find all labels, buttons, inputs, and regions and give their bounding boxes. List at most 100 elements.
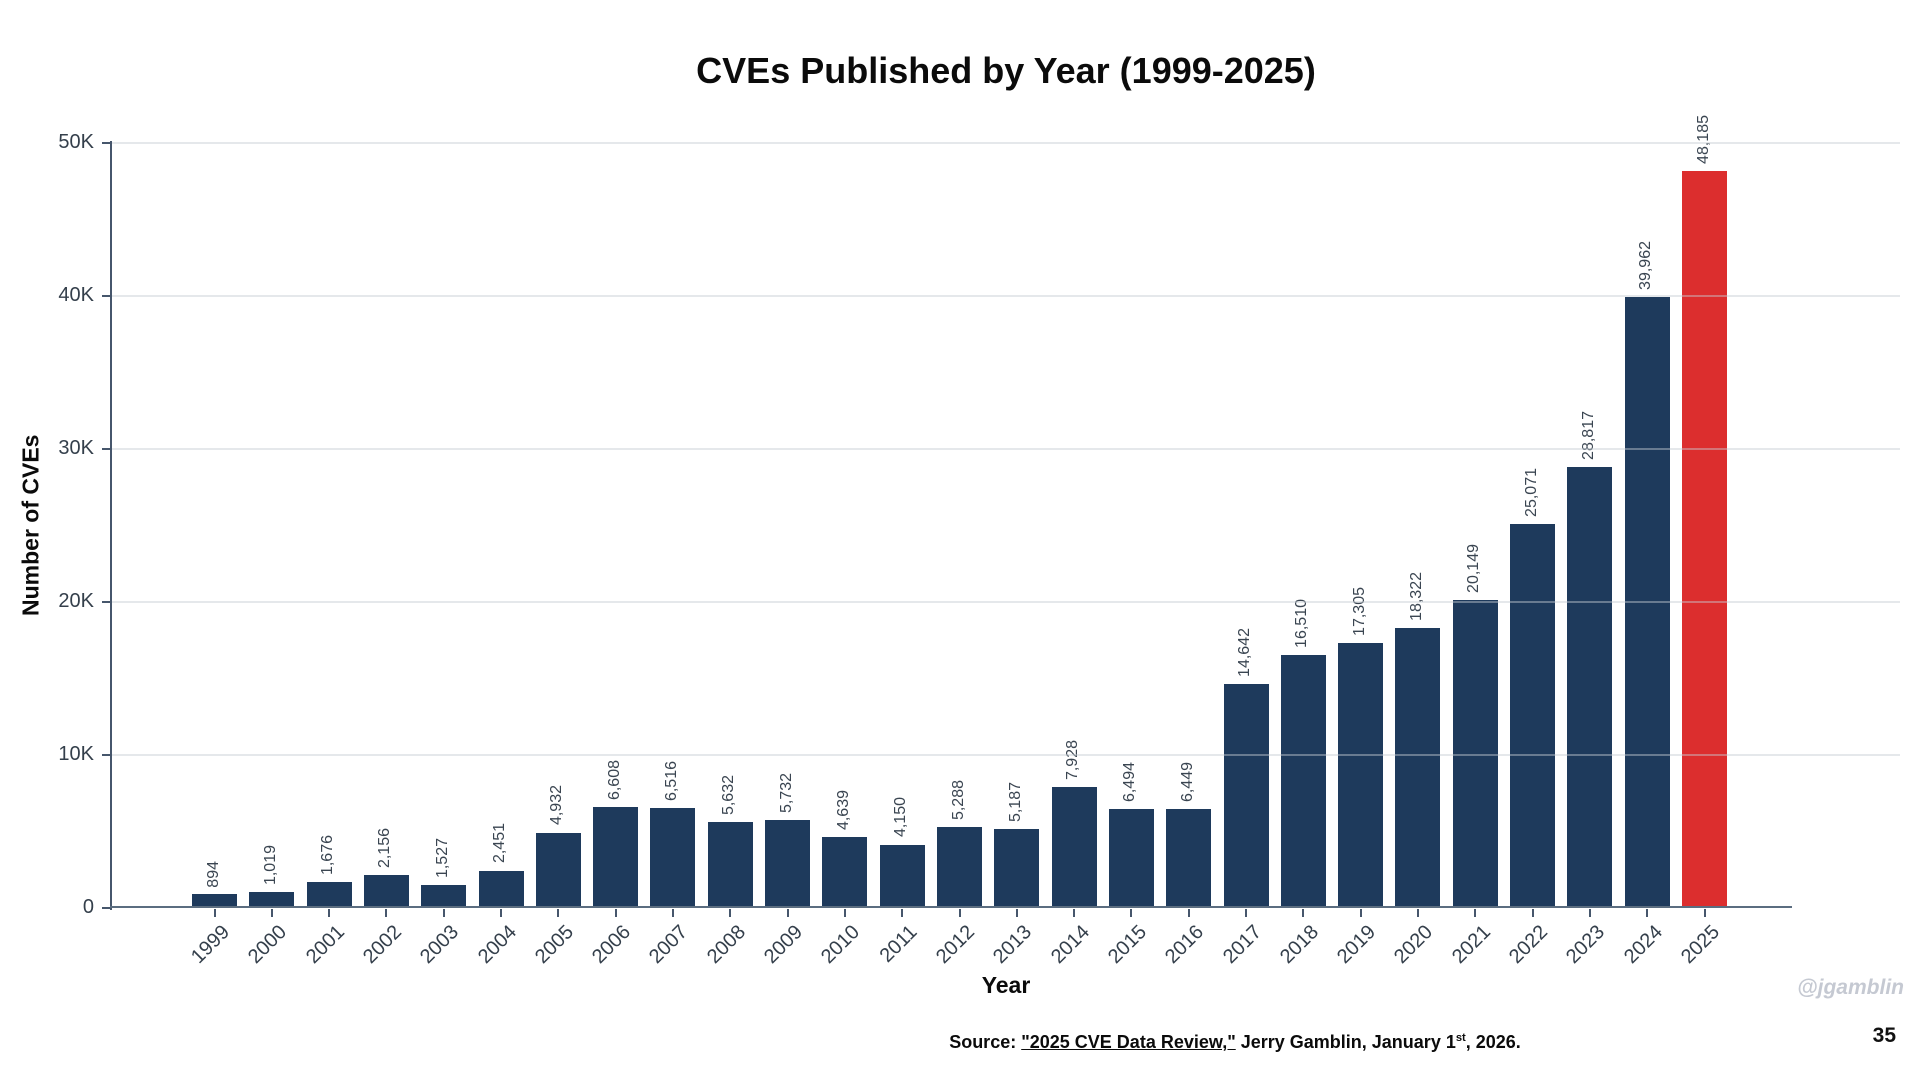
source-link[interactable]: "2025 CVE Data Review,": [1021, 1032, 1236, 1052]
bar-value-label: 4,932: [548, 785, 566, 826]
y-tick-label: 40K: [58, 284, 94, 306]
bar-2000: [249, 892, 295, 908]
bar-2014: [1051, 786, 1097, 908]
x-tick-label: 2013: [989, 921, 1037, 969]
bar-value-label: 5,632: [720, 774, 738, 815]
x-tick-label: 2005: [530, 921, 578, 969]
bar-value-label: 6,494: [1121, 761, 1139, 802]
bar-2002: [363, 875, 409, 908]
x-tick-label: 2006: [588, 921, 636, 969]
x-tick-label: 2014: [1046, 921, 1094, 969]
x-tick: [1073, 909, 1076, 917]
bar-2021: [1452, 599, 1498, 908]
bar-value-label: 48,185: [1694, 114, 1712, 164]
x-axis-title: Year: [981, 972, 1031, 998]
y-tick: [102, 907, 112, 909]
y-tick: [102, 601, 112, 603]
bar-2020: [1395, 627, 1441, 908]
y-tick: [102, 295, 112, 297]
bar-2010: [822, 837, 868, 908]
x-tick-label: 2016: [1161, 921, 1209, 969]
bar-value-label: 6,516: [662, 761, 680, 802]
gridline-10K: [112, 754, 1900, 756]
watermark-handle: @jgamblin: [1797, 976, 1904, 999]
x-tick: [1646, 909, 1649, 917]
bar-2004: [478, 870, 524, 908]
x-tick-label: 2000: [244, 921, 292, 969]
bar-value-label: 16,510: [1293, 599, 1311, 649]
bar-2006: [593, 806, 639, 908]
x-axis-line: [110, 906, 1792, 908]
bar-2022: [1510, 524, 1556, 908]
x-tick-label: 2018: [1275, 921, 1323, 969]
x-tick: [614, 909, 617, 917]
y-tick: [102, 754, 112, 756]
bar-2015: [1108, 808, 1154, 908]
x-tick-label: 2025: [1677, 921, 1725, 969]
x-tick: [270, 909, 273, 917]
x-tick-label: 2010: [817, 921, 865, 969]
x-tick: [1302, 909, 1305, 917]
y-tick-label: 0: [82, 896, 94, 918]
x-tick: [1015, 909, 1018, 917]
x-tick: [500, 909, 503, 917]
source-middle: Jerry Gamblin, January 1: [1235, 1032, 1456, 1052]
x-tick-label: 2002: [358, 921, 406, 969]
bar-value-label: 2,156: [376, 827, 394, 868]
bar-2011: [879, 844, 925, 908]
x-tick: [442, 909, 445, 917]
x-tick-label: 1999: [187, 921, 235, 969]
gridline-40K: [112, 295, 1900, 297]
bar-1999: [192, 894, 237, 908]
x-tick-label: 2024: [1619, 921, 1667, 969]
y-tick-label: 50K: [58, 131, 94, 153]
x-tick-label: 2003: [416, 921, 464, 969]
x-tick: [1130, 909, 1133, 917]
y-tick: [102, 142, 112, 144]
x-tick-label: 2015: [1103, 921, 1151, 969]
bar-2009: [765, 820, 811, 908]
bar-value-label: 17,305: [1350, 587, 1368, 637]
bar-value-label: 25,071: [1522, 468, 1540, 518]
bar-value-label: 1,019: [261, 845, 279, 886]
bar-2024: [1624, 296, 1670, 908]
plot-area: 0 10K 20K 30K 40K 50K 894 1999 1,019 2000 1,676 200…: [58, 115, 1900, 968]
x-tick-label: 2012: [932, 921, 980, 969]
bar-2013: [994, 828, 1040, 908]
bar-value-label: 5,732: [777, 773, 795, 814]
gridline-50K: [112, 142, 1900, 144]
x-tick: [1416, 909, 1419, 917]
x-tick-label: 2021: [1447, 921, 1495, 969]
bar-2025: [1682, 170, 1727, 908]
bar-2008: [707, 821, 753, 908]
y-axis-line: [110, 141, 112, 910]
x-tick: [385, 909, 388, 917]
bar-value-label: 6,608: [605, 759, 623, 800]
y-axis-title: Number of CVEs: [17, 434, 44, 617]
bar-value-label: 4,150: [892, 797, 910, 838]
x-tick: [1531, 909, 1534, 917]
y-tick-label: 10K: [58, 743, 94, 765]
bar-value-label: 6,449: [1178, 762, 1196, 803]
x-tick: [671, 909, 674, 917]
x-tick: [1359, 909, 1362, 917]
bar-2012: [937, 827, 982, 908]
bar-2017: [1223, 684, 1269, 908]
bar-2018: [1280, 655, 1326, 908]
bar-value-label: 1,676: [319, 835, 337, 876]
bar-value-label: 20,149: [1465, 543, 1483, 593]
y-tick-label: 20K: [58, 590, 94, 612]
x-tick-label: 2001: [301, 921, 349, 969]
x-tick: [729, 909, 732, 917]
x-tick: [843, 909, 846, 917]
chart-title: CVEs Published by Year (1999-2025): [696, 50, 1316, 91]
bar-value-label: 28,817: [1579, 411, 1597, 461]
y-tick-label: 30K: [58, 437, 94, 459]
bar-2005: [535, 832, 581, 908]
bar-value-label: 18,322: [1407, 571, 1425, 621]
page-number: 35: [1872, 1024, 1896, 1047]
x-tick: [958, 909, 961, 917]
x-tick: [1703, 909, 1706, 917]
x-tick-label: 2020: [1390, 921, 1438, 969]
x-tick-label: 2022: [1505, 921, 1553, 969]
